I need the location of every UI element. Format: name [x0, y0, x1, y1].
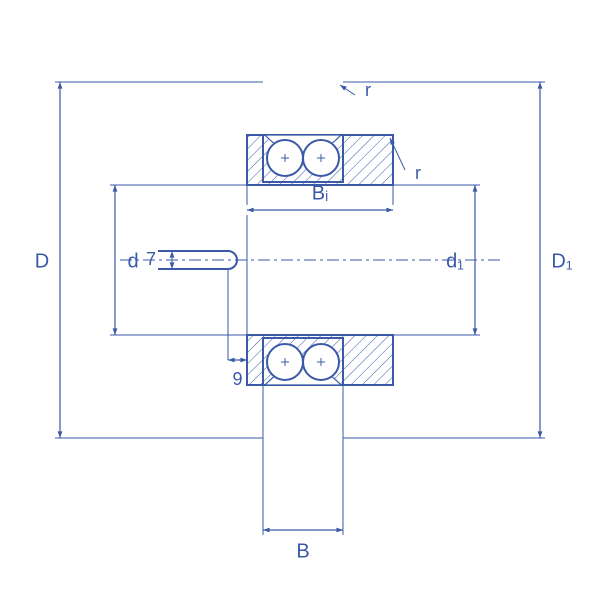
- label-r-top: r: [365, 80, 371, 100]
- label-D: D: [35, 250, 49, 272]
- label-r-bottom: r: [415, 163, 421, 183]
- label-7: 7: [146, 249, 156, 269]
- label-Bi: Bᵢ: [312, 182, 328, 204]
- label-9: 9: [232, 369, 242, 389]
- label-d: d: [127, 250, 138, 272]
- label-D1: D₁: [551, 250, 572, 272]
- label-d1: d₁: [446, 250, 464, 272]
- label-B: B: [296, 540, 309, 562]
- bearing-diagram: Dd d₁ D₁ Bᵢ B 7 9 r r: [0, 0, 600, 600]
